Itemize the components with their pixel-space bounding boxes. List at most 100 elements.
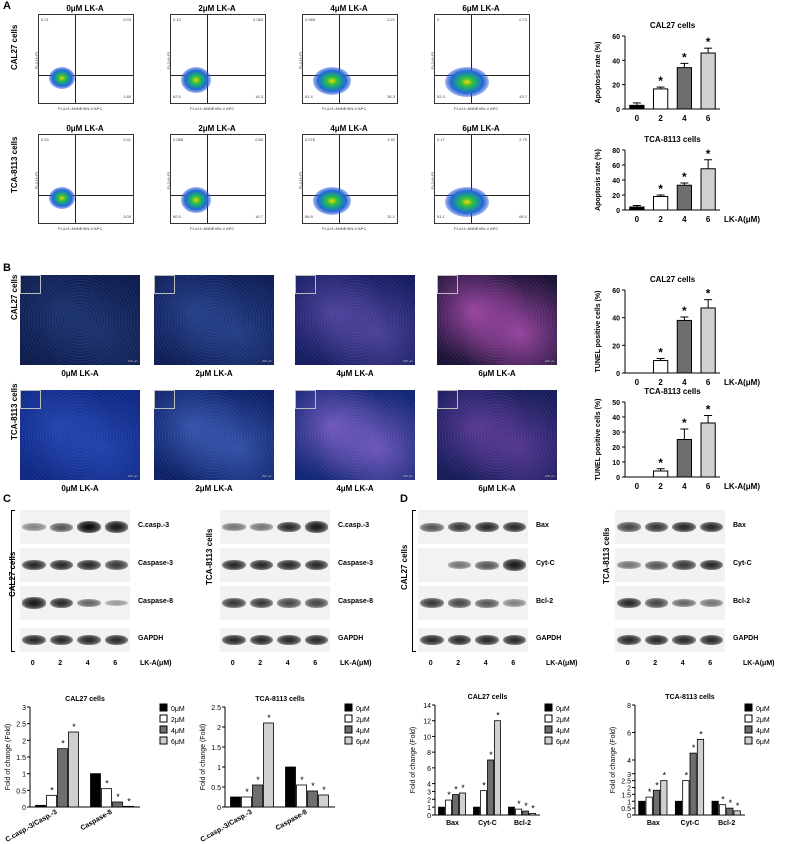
facs-ylabel: FL2-H::PI xyxy=(34,51,40,70)
x-axis-label: LK-A(μM) xyxy=(724,215,760,224)
facs-plot: 0.21 0.03 1.80 xyxy=(38,14,134,104)
d-cal27-label-2: Bcl-2 xyxy=(536,598,554,605)
y-tick-label: 60 xyxy=(612,288,620,295)
x-tick-label: Bax xyxy=(446,820,459,827)
legend-label: 0μM xyxy=(171,706,185,713)
significance-star: * xyxy=(300,775,304,785)
blot-band xyxy=(22,634,46,646)
x-tick-label: C.casp.-3/Casp.-3 xyxy=(199,809,253,844)
legend-label: 0μM xyxy=(756,706,770,713)
quadrant-value: 0.24 xyxy=(41,137,49,142)
chart-title: TCA-8113 cells xyxy=(665,694,715,701)
blot-band xyxy=(304,598,328,608)
y-tick-label: 20 xyxy=(612,83,620,90)
c-cal27-label-2: Caspase-8 xyxy=(138,598,174,605)
lane-label: 2 xyxy=(653,660,658,667)
x-tick-label: 2 xyxy=(658,378,663,387)
d-cal27-blot-1 xyxy=(418,548,528,582)
significance-star: * xyxy=(524,801,528,811)
blot-band xyxy=(277,521,301,533)
d-tca-label-0: Bax xyxy=(733,522,746,529)
bar xyxy=(459,792,466,816)
c-cal27-label-1: Caspase-3 xyxy=(138,560,174,567)
lane-label: 0 xyxy=(230,660,235,667)
bar xyxy=(68,731,79,808)
legend-label: 6μM xyxy=(356,739,370,746)
blot-band xyxy=(104,559,128,571)
quadrant-value: 0.13 xyxy=(173,17,181,22)
x-tick-label: 2 xyxy=(658,482,663,491)
quadrant-value: 43.7 xyxy=(519,94,527,99)
blot-band xyxy=(502,634,526,646)
y-tick-label: 1 xyxy=(427,805,431,812)
significance-star: * xyxy=(682,304,687,318)
legend-swatch xyxy=(544,703,553,712)
blot-band xyxy=(22,559,46,571)
tunel-dose-label: 6μM LK-A xyxy=(478,369,516,378)
c-tca-blot-0 xyxy=(220,510,330,544)
facs-xlabel: FL4-H::ANNEXIN-V APC xyxy=(322,226,367,231)
legend-swatch xyxy=(744,725,753,734)
micrograph-inset xyxy=(20,275,41,294)
quadrant-value: 1.92 xyxy=(387,137,395,142)
c-cal27-blot-2 xyxy=(20,586,130,620)
quadrant-value: 2.79 xyxy=(519,137,527,142)
d-cal27-blot-3 xyxy=(418,628,528,652)
x-tick-label: 4 xyxy=(682,215,687,224)
blot-band xyxy=(222,523,246,531)
quadrant-value: 16.7 xyxy=(255,214,263,219)
bracket-cal27-d xyxy=(412,510,416,652)
y-tick-label: 2 xyxy=(427,797,431,804)
legend-swatch xyxy=(159,736,168,745)
d-tca-blot-0 xyxy=(615,510,725,544)
quadrant-value: 3.05 xyxy=(123,214,131,219)
legend-label: 0μM xyxy=(556,706,570,713)
lk-axis-label: LK-A(μM) xyxy=(546,660,578,667)
y-tick-label: 0 xyxy=(627,813,631,820)
quadrant-line-v xyxy=(75,15,76,103)
blot-band xyxy=(249,559,273,571)
y-tick-label: 50 xyxy=(612,400,620,407)
bar xyxy=(682,780,690,816)
lane-label: 4 xyxy=(483,660,488,667)
chart-title: CAL27 cells xyxy=(650,275,696,284)
y-axis-label: Fold of change (Fold) xyxy=(5,724,12,791)
x-tick-label: 6 xyxy=(706,378,711,387)
c-tca-label-2: Caspase-8 xyxy=(338,598,374,605)
significance-star: * xyxy=(311,781,315,791)
facs-title: 2μM LK-A xyxy=(198,124,236,133)
tunel-micrograph: 200 μm xyxy=(295,390,415,480)
legend-label: 4μM xyxy=(171,728,185,735)
quadrant-line-v xyxy=(75,135,76,223)
quadrant-value: 80.5 xyxy=(173,214,181,219)
blot-band xyxy=(77,521,101,533)
bar xyxy=(46,794,57,808)
quadrant-value: 0.41 xyxy=(123,137,131,142)
bar xyxy=(733,810,741,816)
facs-xlabel: FL4-H::ANNEXIN-V APC xyxy=(454,106,499,111)
c-cal27-blot-1 xyxy=(20,548,130,582)
significance-star: * xyxy=(706,287,711,301)
facs-title: 2μM LK-A xyxy=(198,4,236,13)
tunel-dose-label: 6μM LK-A xyxy=(478,484,516,493)
significance-star: * xyxy=(721,795,725,805)
y-tick-label: 10 xyxy=(612,460,620,467)
bar xyxy=(318,794,329,808)
x-tick-label: 4 xyxy=(682,378,687,387)
blot-band xyxy=(644,598,668,608)
quadrant-value: 51.1 xyxy=(437,214,445,219)
facs-plot: 0.17 2.79 51.1 66.0 xyxy=(434,134,530,224)
y-tick-label: 8 xyxy=(427,750,431,757)
tunel-micrograph: 200 μm xyxy=(437,390,557,480)
x-tick-label: 4 xyxy=(682,114,687,123)
bar xyxy=(629,104,645,110)
x-axis-label: LK-A(μM) xyxy=(724,378,760,387)
bar xyxy=(696,738,705,816)
blot-band xyxy=(304,634,328,646)
panel-a-label: A xyxy=(3,0,11,12)
quadrant-value: 0.084 xyxy=(252,17,263,22)
bar xyxy=(252,784,263,808)
bar xyxy=(452,794,459,816)
scale-bar-label: 200 μm xyxy=(127,474,138,478)
legend-label: 4μM xyxy=(356,728,370,735)
